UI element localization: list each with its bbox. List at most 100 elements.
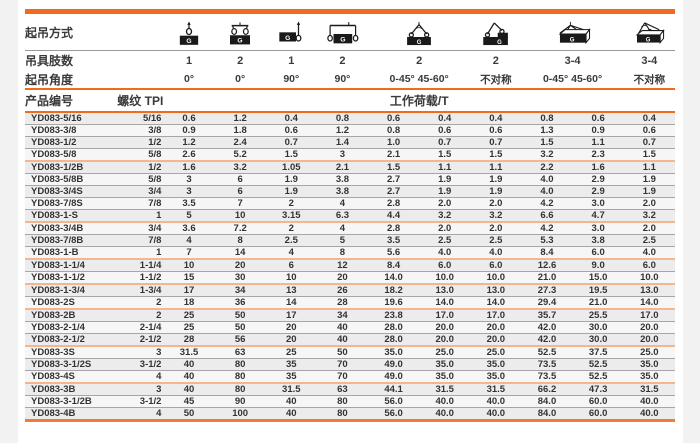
- load-value-cell: 35.0: [623, 358, 675, 371]
- load-value-cell: 23.8: [368, 309, 420, 322]
- working-load-table: 起吊方式 G G G G G G: [25, 14, 675, 422]
- load-value-cell: 18.2: [368, 284, 420, 297]
- sling-two-leg-asymmetric-icon: G: [470, 19, 521, 50]
- lift-method-cell: G: [316, 14, 368, 51]
- product-code-cell: YD083-5/8: [25, 148, 118, 162]
- load-value-cell: 80: [214, 358, 266, 371]
- sling-multi-leg-asymmetric-icon: G: [624, 19, 675, 50]
- load-value-cell: 36: [214, 296, 266, 310]
- load-value-cell: 1.5: [368, 161, 420, 174]
- spec-table-body: YD083-5/16 5/16 0.6 1.2 0.4 0.8 0.6 0.4 0.4 0.8 0.…: [25, 112, 675, 422]
- load-value-cell: 42.0: [521, 321, 573, 334]
- product-code-cell: YD083-3B: [25, 383, 118, 396]
- load-value-cell: 9.0: [572, 259, 624, 272]
- table-row: YD083-4S 4 40 80 35 70 49.0 35.0 35.0 73.5 52.5 35.…: [25, 370, 675, 384]
- product-code-cell: YD083-3-1/2B: [25, 395, 118, 408]
- thread-tpi-cell: 4: [117, 370, 164, 384]
- load-value-cell: 52.5: [572, 370, 624, 384]
- load-value-cell: 40: [316, 321, 368, 334]
- lift-method-cell: G: [214, 14, 266, 51]
- lift-method-cell: G: [163, 14, 215, 51]
- load-value-cell: 21.0: [572, 296, 624, 310]
- load-value-cell: 3.8: [572, 234, 624, 247]
- load-value-cell: 35.0: [419, 358, 471, 371]
- thread-tpi-cell: 5/16: [117, 112, 164, 125]
- column-header-row: 产品编号 螺纹 TPI 工作荷载/T: [25, 89, 675, 113]
- load-value-cell: 17.0: [623, 309, 675, 322]
- load-value-cell: 1.9: [265, 173, 317, 186]
- load-value-cell: 14: [214, 246, 266, 260]
- load-value-cell: 3.5: [368, 234, 420, 247]
- svg-text:G: G: [569, 36, 574, 43]
- lift-method-cell: G: [368, 14, 471, 51]
- load-value-cell: 70: [316, 358, 368, 371]
- load-value-cell: 2.3: [572, 148, 624, 162]
- spec-table-card: 起吊方式 G G G G G G: [18, 0, 683, 443]
- load-value-cell: 0.7: [470, 136, 522, 149]
- load-value-cell: 1.9: [419, 185, 471, 198]
- thread-tpi-cell: 3: [117, 383, 164, 396]
- load-value-cell: 3: [163, 185, 215, 198]
- lift-angle-value: 0-45° 45-60°: [368, 70, 471, 90]
- load-value-cell: 40: [265, 407, 317, 422]
- load-value-cell: 0.4: [623, 112, 675, 125]
- load-value-cell: 3.2: [214, 161, 266, 174]
- load-value-cell: 45: [163, 395, 215, 408]
- load-value-cell: 44.1: [368, 383, 420, 396]
- table-row: YD083-1-1/2 1-1/2 15 30 10 20 14.0 10.0 10.0 21.0…: [25, 271, 675, 285]
- product-code-cell: YD083-2S: [25, 296, 118, 310]
- load-value-cell: 10: [265, 271, 317, 285]
- table-row: YD083-1/2B 1/2 1.6 3.2 1.05 2.1 1.5 1.1 1.1 2.2 1.…: [25, 161, 675, 174]
- product-code-cell: YD083-1/2B: [25, 161, 118, 174]
- leg-count-value: 2: [339, 54, 346, 67]
- thread-tpi-cell: 3/8: [117, 124, 164, 137]
- table-row: YD083-7/8S 7/8 3.5 7 2 4 2.8 2.0 2.0 4.2 3.0 2.0: [25, 197, 675, 210]
- lift-method-row: 起吊方式 G G G G G G: [25, 14, 675, 51]
- lift-method-cell: G: [470, 14, 522, 51]
- load-value-cell: 25: [163, 309, 215, 322]
- load-value-cell: 40.0: [623, 407, 675, 422]
- load-value-cell: 40: [163, 370, 215, 384]
- load-value-cell: 2.0: [623, 197, 675, 210]
- load-value-cell: 25.0: [470, 346, 522, 359]
- svg-text:G: G: [186, 38, 191, 45]
- load-value-cell: 1.9: [265, 185, 317, 198]
- table-row: YD083-4B 4 50 100 40 80 56.0 40.0 40.0 84.0 60.0 40…: [25, 407, 675, 422]
- load-value-cell: 14.0: [368, 271, 420, 285]
- load-value-cell: 10.0: [470, 271, 522, 285]
- load-value-cell: 2.9: [572, 185, 624, 198]
- load-value-cell: 1.2: [163, 136, 215, 149]
- load-value-cell: 84.0: [521, 407, 573, 422]
- lift-angle-value: 90°: [265, 70, 317, 90]
- load-value-cell: 12: [316, 259, 368, 272]
- load-value-cell: 2.0: [470, 222, 522, 235]
- load-value-cell: 10: [214, 209, 266, 223]
- load-value-cell: 2.2: [521, 161, 573, 174]
- table-row: YD083-1-3/4 1-3/4 17 34 13 26 18.2 13.0 13.0 27.3…: [25, 284, 675, 297]
- leg-count-value: 1: [288, 54, 295, 67]
- load-value-cell: 14.0: [623, 296, 675, 310]
- load-value-cell: 5.3: [521, 234, 573, 247]
- load-value-cell: 50: [316, 346, 368, 359]
- thread-tpi-cell: 1/2: [117, 136, 164, 149]
- load-value-cell: 2.1: [368, 148, 420, 162]
- product-code-cell: YD083-1-1/2: [25, 271, 118, 285]
- load-value-cell: 42.0: [521, 333, 573, 347]
- table-row: YD083-2-1/2 2-1/2 28 56 20 40 28.0 20.0 20.0 42.0…: [25, 333, 675, 347]
- load-value-cell: 4.2: [521, 197, 573, 210]
- product-code-cell: YD083-3/4B: [25, 222, 118, 235]
- load-value-cell: 2.5: [623, 234, 675, 247]
- load-value-cell: 35.0: [368, 346, 420, 359]
- lift-method-cell: G: [623, 14, 675, 51]
- load-value-cell: 40: [163, 358, 215, 371]
- table-row: YD083-2B 2 25 50 17 34 23.8 17.0 17.0 35.7 25.5 17.…: [25, 309, 675, 322]
- load-value-cell: 1.9: [419, 173, 471, 186]
- load-value-cell: 56.0: [368, 395, 420, 408]
- svg-text:G: G: [497, 40, 502, 46]
- load-value-cell: 17.0: [470, 309, 522, 322]
- thread-tpi-cell: 2-1/4: [117, 321, 164, 334]
- table-row: YD083-3-1/2B 3-1/2 45 90 40 80 56.0 40.0 40.0 84.…: [25, 395, 675, 408]
- product-code-cell: YD083-3/8: [25, 124, 118, 137]
- load-value-cell: 15: [163, 271, 215, 285]
- load-value-cell: 40.0: [419, 407, 471, 422]
